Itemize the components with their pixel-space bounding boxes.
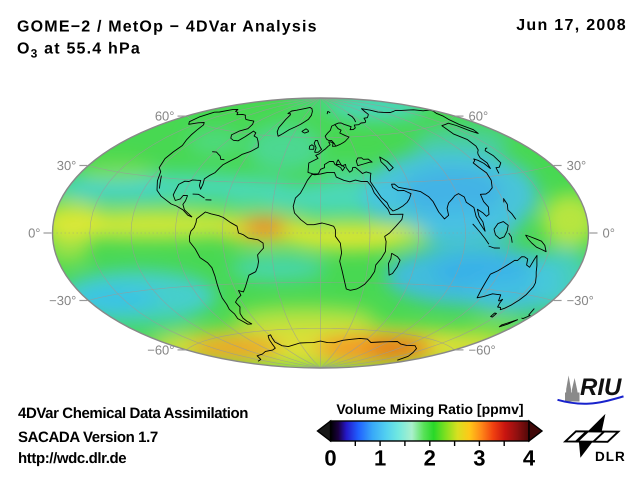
svg-text:30°: 30°	[567, 158, 587, 173]
svg-text:GOME−2 / MetOp − 4DVar Analysi: GOME−2 / MetOp − 4DVar Analysis	[17, 19, 318, 36]
svg-text:http://wdc.dlr.de: http://wdc.dlr.de	[18, 450, 126, 467]
svg-text:Jun 17, 2008: Jun 17, 2008	[516, 17, 627, 34]
svg-text:RIU: RIU	[580, 374, 622, 401]
svg-text:−30°: −30°	[49, 293, 76, 308]
svg-text:1: 1	[374, 446, 386, 471]
svg-text:60°: 60°	[155, 109, 175, 124]
svg-text:O3 at 55.4 hPa: O3 at 55.4 hPa	[17, 41, 141, 61]
svg-text:60°: 60°	[469, 109, 489, 124]
svg-text:−60°: −60°	[469, 342, 496, 357]
svg-text:30°: 30°	[57, 158, 77, 173]
svg-text:−30°: −30°	[567, 293, 594, 308]
svg-text:Volume Mixing Ratio [ppmv]: Volume Mixing Ratio [ppmv]	[336, 401, 523, 417]
svg-text:SACADA Version 1.7: SACADA Version 1.7	[18, 429, 158, 446]
svg-text:DLR: DLR	[595, 449, 626, 464]
svg-text:4DVar Chemical Data Assimilati: 4DVar Chemical Data Assimilation	[18, 405, 248, 422]
svg-text:2: 2	[424, 446, 436, 471]
svg-text:4: 4	[523, 446, 536, 471]
svg-text:−60°: −60°	[147, 342, 174, 357]
svg-text:0: 0	[324, 446, 336, 471]
svg-text:3: 3	[473, 446, 485, 471]
svg-text:0°: 0°	[28, 226, 40, 241]
svg-text:0°: 0°	[603, 226, 615, 241]
